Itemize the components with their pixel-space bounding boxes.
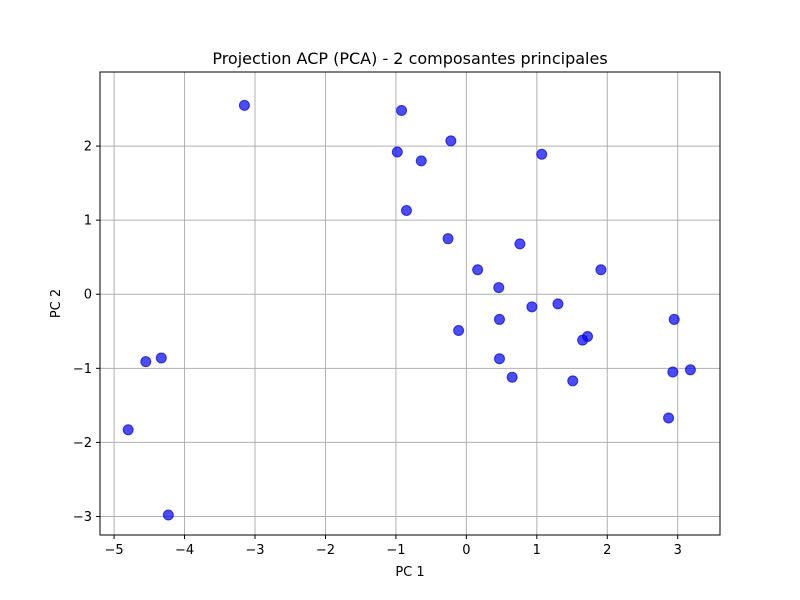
x-tick-label: 0	[462, 543, 470, 558]
x-tick-label: −4	[175, 543, 194, 558]
plot-frame	[99, 71, 721, 536]
x-tick-label: 2	[603, 543, 611, 558]
data-point	[526, 301, 538, 313]
data-point	[396, 105, 408, 117]
x-axis-label: PC 1	[395, 565, 424, 580]
y-axis-label: PC 2	[49, 289, 64, 318]
chart-title: Projection ACP (PCA) - 2 composantes pri…	[212, 49, 607, 68]
x-tick-label: 1	[533, 543, 541, 558]
y-tick-label: 0	[84, 288, 92, 303]
data-point	[472, 264, 484, 276]
data-point	[140, 356, 152, 368]
x-tick-label: −2	[316, 543, 335, 558]
data-point	[493, 353, 505, 365]
data-point	[684, 364, 696, 376]
x-tick-label: −3	[245, 543, 264, 558]
data-point	[506, 371, 518, 383]
x-tick-label: −1	[386, 543, 405, 558]
data-point	[122, 424, 134, 436]
data-point	[453, 325, 465, 337]
x-tick-label: −5	[105, 543, 124, 558]
y-tick-label: −3	[73, 510, 92, 525]
data-point	[155, 352, 167, 364]
y-tick-label: −2	[73, 436, 92, 451]
y-tick-label: 1	[84, 214, 92, 229]
data-point	[577, 334, 589, 346]
data-point	[663, 412, 675, 424]
data-point	[595, 264, 607, 276]
data-point	[162, 509, 174, 521]
y-tick-label: −1	[73, 362, 92, 377]
data-point	[238, 99, 250, 111]
data-point	[493, 282, 505, 294]
data-point	[415, 155, 427, 167]
data-point	[400, 205, 412, 217]
data-point	[391, 146, 403, 158]
data-point	[567, 375, 579, 387]
data-points	[122, 99, 696, 521]
data-point	[514, 238, 526, 250]
x-axis-ticks: −5 −4 −3 −2 −1 0 1 2 3	[105, 535, 682, 558]
data-point	[667, 366, 679, 378]
data-point	[445, 135, 457, 147]
data-point	[668, 313, 680, 325]
data-point	[536, 148, 548, 160]
data-point	[442, 233, 454, 245]
grid	[100, 72, 720, 535]
x-tick-label: 3	[674, 543, 682, 558]
y-axis-ticks: −3 −2 −1 0 1 2	[73, 140, 100, 525]
data-point	[493, 313, 505, 325]
data-point	[552, 298, 564, 310]
y-tick-label: 2	[84, 140, 92, 155]
